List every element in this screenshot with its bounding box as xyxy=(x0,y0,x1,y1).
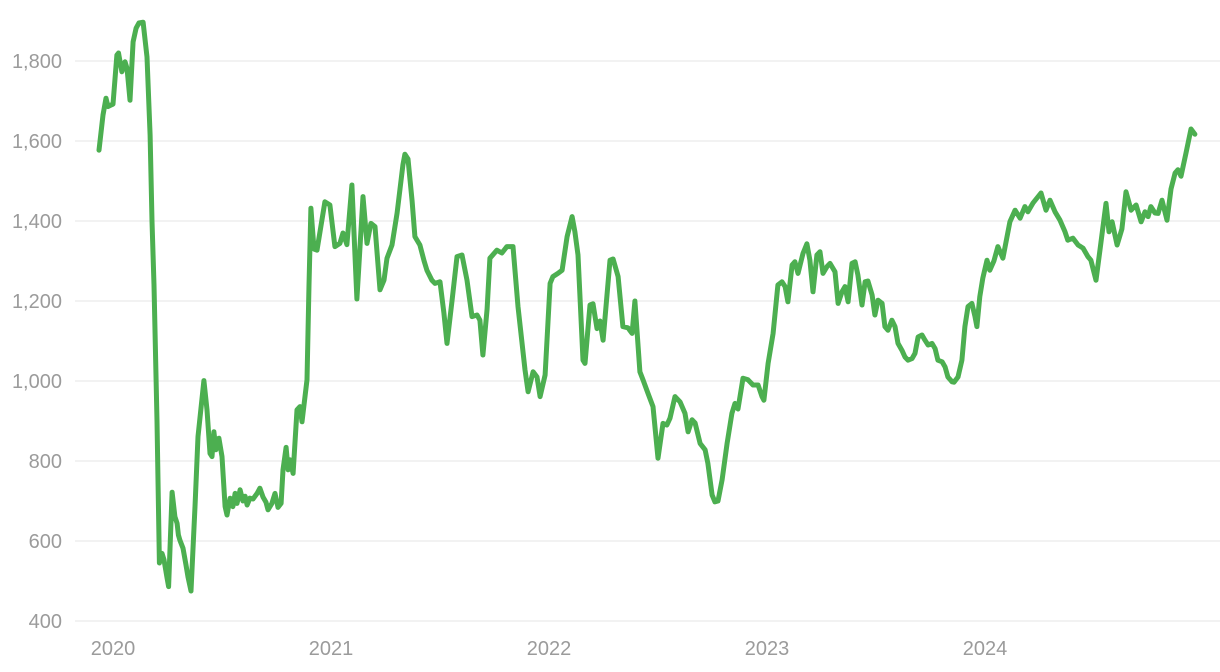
y-axis-label-800: 800 xyxy=(29,451,62,473)
y-axis-label-400: 400 xyxy=(29,611,62,633)
price-line-series xyxy=(96,19,1198,594)
x-axis-label-2020: 2020 xyxy=(91,638,136,660)
y-axis-label-1000: 1,000 xyxy=(12,371,62,393)
x-axis-label-2023: 2023 xyxy=(745,638,790,660)
x-axis-label-2024: 2024 xyxy=(963,638,1008,660)
y-axis-label-600: 600 xyxy=(29,531,62,553)
y-axis-label-1200: 1,200 xyxy=(12,291,62,313)
y-axis-label-1600: 1,600 xyxy=(12,131,62,153)
y-axis-label-1800: 1,800 xyxy=(12,51,62,73)
y-axis-label-1400: 1,400 xyxy=(12,211,62,233)
x-axis-label-2021: 2021 xyxy=(309,638,354,660)
x-axis-label-2022: 2022 xyxy=(527,638,572,660)
